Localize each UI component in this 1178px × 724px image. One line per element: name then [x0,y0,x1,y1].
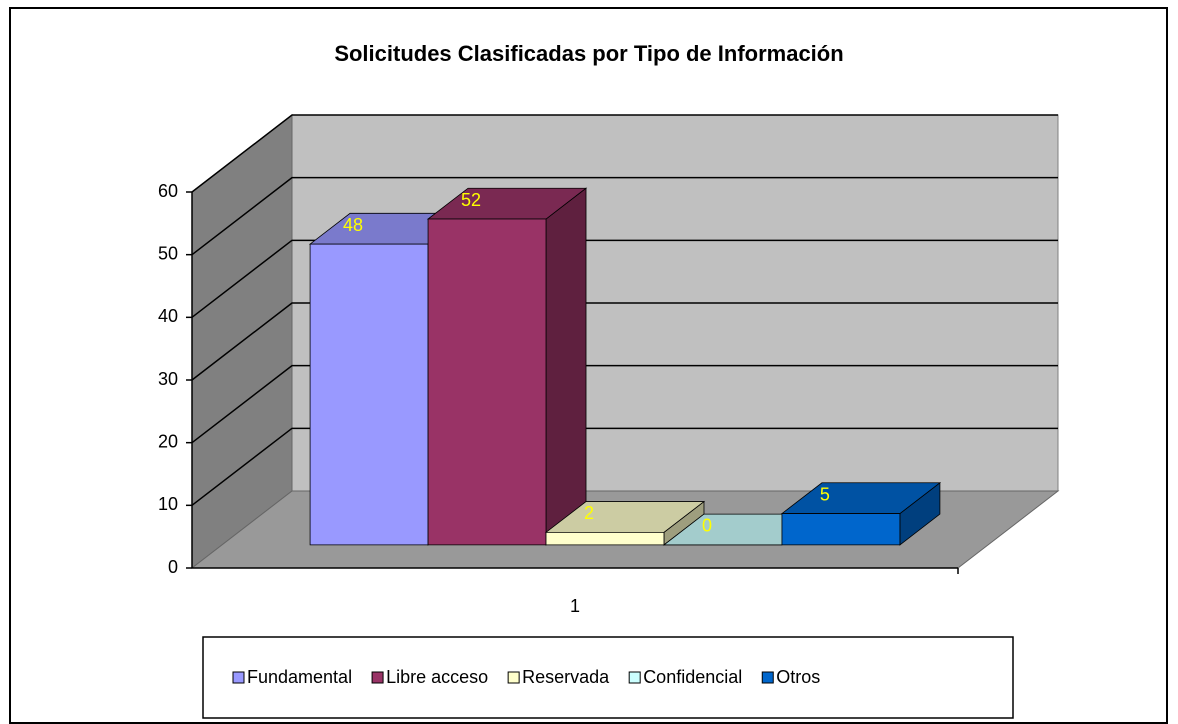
legend-label: Confidencial [643,667,742,687]
bar [427,218,547,546]
legend-label: Libre acceso [386,667,488,687]
y-tick-label: 20 [158,431,178,451]
y-tick-label: 60 [158,181,178,201]
y-tick-label: 10 [158,494,178,514]
legend-label: Reservada [522,667,610,687]
legend-swatch [232,671,245,684]
legend-swatch [371,671,384,684]
value-label: 48 [343,215,363,235]
bar-side [545,187,587,546]
grid-line [191,239,1058,318]
grid-line [191,302,1058,381]
grid-line [191,114,1058,193]
chart-title: Solicitudes Clasificadas por Tipo de Inf… [334,41,843,66]
legend-label: Otros [776,667,820,687]
legend-swatch [761,671,774,684]
legend-swatch [628,671,641,684]
grid-line [191,176,1058,256]
grid-line [191,364,1058,444]
x-tick-label: 1 [570,596,580,616]
value-label: 52 [461,190,481,210]
legend [202,636,1014,719]
value-label: 2 [584,503,594,523]
y-tick-label: 30 [158,369,178,389]
value-label: 5 [820,484,830,504]
bar [309,243,429,546]
y-tick-label: 0 [168,557,178,577]
y-tick-label: 50 [158,243,178,263]
y-tick-label: 40 [158,306,178,326]
legend-label: Fundamental [247,667,352,687]
value-label: 0 [702,516,712,536]
legend-swatch [507,671,520,684]
bar [781,513,901,546]
bar [545,531,665,546]
grid-line [191,427,1058,506]
